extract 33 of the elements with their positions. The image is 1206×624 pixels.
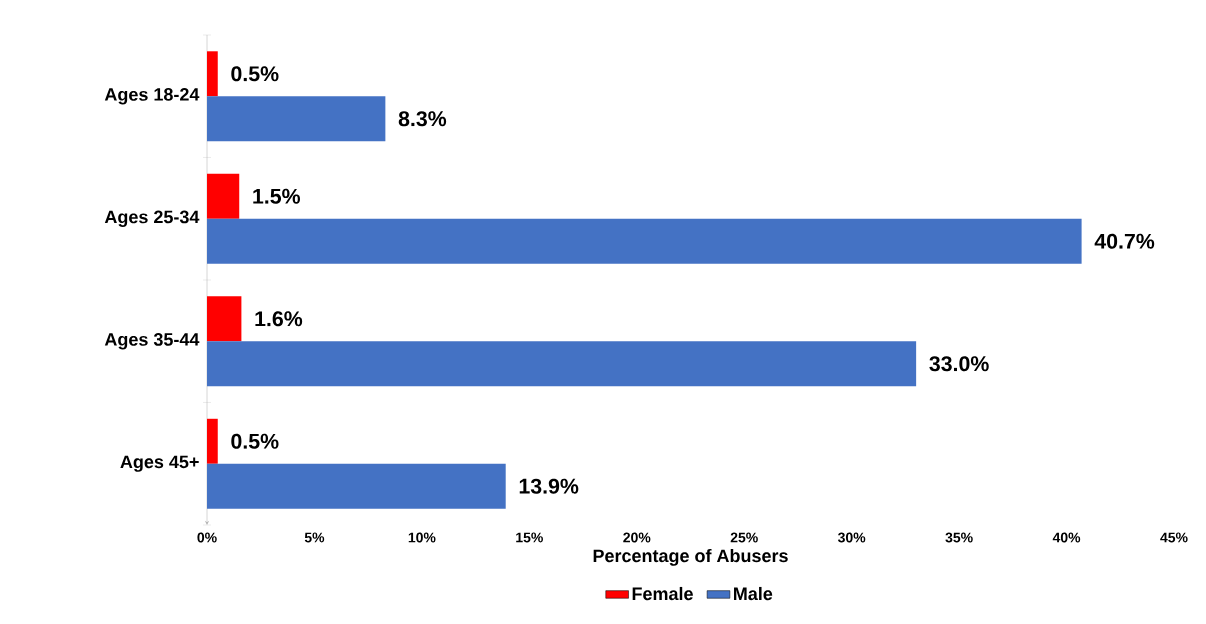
x-axis-title: Percentage of Abusers <box>593 548 788 566</box>
bar <box>207 296 242 342</box>
y-tick-label: Ages 18-24 <box>104 88 200 105</box>
x-tick-label: 25% <box>730 532 758 543</box>
bar <box>207 173 240 219</box>
data-label: 40.7% <box>1094 233 1155 249</box>
x-tick-label: 45% <box>1160 532 1188 543</box>
bar <box>207 418 218 464</box>
data-label: 1.6% <box>255 311 303 327</box>
legend-label: Female <box>632 586 693 601</box>
x-tick-label: 30% <box>837 532 866 543</box>
data-label: 13.9% <box>519 478 579 494</box>
legend-label: Male <box>734 586 773 601</box>
x-tick-label: 15% <box>516 532 543 543</box>
y-tick-label: Ages 45+ <box>120 455 199 472</box>
bar <box>207 51 218 97</box>
x-tick-label: 40% <box>1052 532 1081 543</box>
data-label: 33.0% <box>929 356 989 372</box>
bar <box>207 463 506 509</box>
x-tick-label: 20% <box>623 532 651 543</box>
data-label: 0.5% <box>231 66 279 82</box>
x-tick-label: 35% <box>945 532 973 543</box>
y-tick-label: Ages 25-34 <box>104 210 200 227</box>
bar <box>207 218 1082 264</box>
bar <box>207 96 386 142</box>
x-tick-label: 0% <box>197 532 217 543</box>
data-label: 8.3% <box>398 111 447 127</box>
bar <box>207 341 917 387</box>
x-tick-label: 5% <box>304 532 325 543</box>
y-tick-label: Ages 35-44 <box>104 333 200 350</box>
data-label: 0.5% <box>231 433 279 449</box>
data-label: 1.5% <box>253 188 301 204</box>
x-tick-label: 10% <box>408 532 436 543</box>
